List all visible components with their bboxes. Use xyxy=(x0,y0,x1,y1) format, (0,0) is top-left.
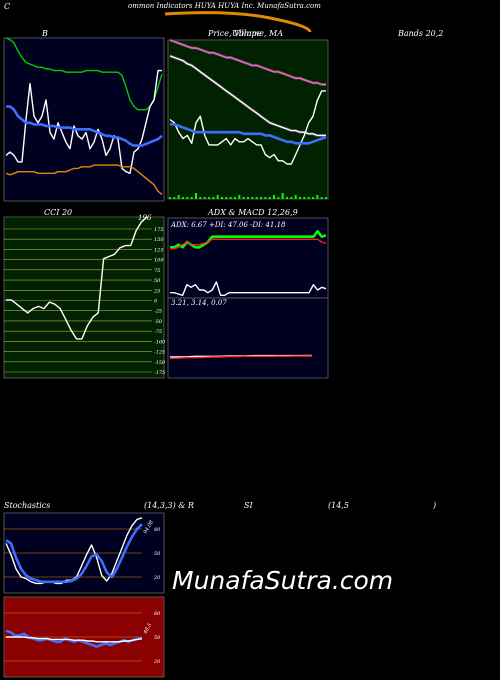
volume-bar xyxy=(216,195,219,199)
volume-bar xyxy=(242,197,245,199)
volume-bar xyxy=(173,197,176,199)
price-ma-ma_mid-line xyxy=(169,55,326,137)
rsi-rsi_smooth-line xyxy=(6,636,143,643)
rsi-tick-label: 20 xyxy=(153,659,161,665)
volume-bar xyxy=(186,197,189,199)
price-ma-overlap-label: Ullmpe xyxy=(232,29,262,38)
adx-plus_di-line xyxy=(170,230,327,249)
cci-panel xyxy=(3,216,165,379)
cci-tick-label: 100 xyxy=(154,258,164,264)
bollinger-panel xyxy=(3,37,165,202)
volume-bar xyxy=(277,197,280,199)
volume-bar xyxy=(182,197,184,199)
stoch-tick-label: 20 xyxy=(153,575,161,581)
volume-bar xyxy=(199,197,202,199)
price-ma-ma_long-line xyxy=(169,39,326,86)
cci-tick-label: 25 xyxy=(153,288,160,294)
volume-bar xyxy=(312,197,314,199)
adx-values-text: ADX: 6.67 +DI: 47.06 -DI: 41.18 xyxy=(170,221,286,229)
volume-bar xyxy=(190,197,193,199)
macd-signal-line xyxy=(169,355,313,360)
cci-value-label: 196 xyxy=(138,214,152,222)
volume-bar xyxy=(238,195,241,199)
header-orange-curve xyxy=(164,11,312,33)
bollinger-price-line xyxy=(5,69,162,175)
volume-bar xyxy=(290,197,293,199)
cci-tick-label: 0 xyxy=(154,299,158,305)
volume-bar xyxy=(268,197,271,199)
stoch-tick-label: 80 xyxy=(154,527,161,533)
volume-bar xyxy=(299,197,301,199)
volume-bar xyxy=(286,197,288,199)
price-ma-ma_short-line xyxy=(170,123,327,145)
adx-macd-label: ADX & MACD 12,26,9 xyxy=(208,208,298,217)
volume-bar xyxy=(260,197,262,199)
volume-bar xyxy=(303,197,306,199)
volume-bar xyxy=(177,195,180,199)
volume-bar xyxy=(320,197,323,199)
cci-tick-label: 150 xyxy=(154,237,164,243)
cci-tick-label: -25 xyxy=(154,309,162,315)
volume-bar xyxy=(325,197,327,199)
rsi-tick-label: 50 xyxy=(154,635,161,641)
rsi-params: (14,5 xyxy=(328,501,349,510)
cci-tick-label: 75 xyxy=(154,268,160,274)
macd-values-text: 3.21, 3.14, 0.07 xyxy=(171,299,227,307)
cci-tick-label: 175 xyxy=(154,227,164,233)
volume-bar xyxy=(251,197,254,199)
cci-tick-label: -100 xyxy=(154,339,166,345)
cci-tick-label: 125 xyxy=(154,247,164,253)
volume-bar xyxy=(195,193,197,199)
header-lead-letter: C xyxy=(4,2,11,11)
cci-tick-label: -125 xyxy=(154,350,165,356)
price-ma-price-line xyxy=(169,90,326,165)
bollinger-upper-line xyxy=(5,37,163,111)
volume-bar xyxy=(247,197,249,199)
cci-cci-line xyxy=(6,216,148,340)
stoch-label: Stochastics xyxy=(4,501,51,510)
cci-tick-label: -150 xyxy=(154,360,166,366)
rsi-label: SI xyxy=(244,501,253,510)
volume-bar xyxy=(208,197,210,199)
rsi-value-label: 48.5 xyxy=(142,622,153,636)
volume-bar xyxy=(273,195,275,199)
volume-bar xyxy=(169,197,171,199)
rsi-paren: ) xyxy=(433,501,437,510)
volume-bar xyxy=(212,197,215,199)
bollinger-lower-line xyxy=(5,164,163,196)
adx-minus_di-line xyxy=(170,238,327,250)
price-ma-label: Price, Volume, MA xyxy=(208,29,284,38)
volume-bar xyxy=(294,195,297,199)
volume-bar xyxy=(316,195,319,199)
adx-adx-line xyxy=(170,281,327,296)
stoch-tick-label: 50 xyxy=(154,551,161,557)
bollinger-label: B xyxy=(42,29,48,38)
volume-bar xyxy=(221,197,223,199)
rsi-tick-label: 80 xyxy=(154,611,161,617)
bollinger-label-2: Bands 20,2 xyxy=(398,29,444,38)
volume-bar xyxy=(307,197,310,199)
cci-tick-label: -50 xyxy=(154,319,163,325)
cci-tick-label: -175 xyxy=(154,370,165,376)
volume-bar xyxy=(225,197,228,199)
volume-bar xyxy=(255,197,258,199)
cci-label: CCI 20 xyxy=(44,208,73,217)
volume-bar xyxy=(264,197,267,199)
cci-tick-label: 50 xyxy=(154,278,161,284)
volume-bar xyxy=(234,197,236,199)
volume-bar xyxy=(203,197,206,199)
stoch-d-line xyxy=(5,523,143,584)
volume-bar xyxy=(281,193,284,199)
watermark: MunafaSutra.com xyxy=(172,566,394,595)
volume-bar xyxy=(229,197,232,199)
bollinger-middle-line xyxy=(6,105,163,147)
cci-tick-label: -75 xyxy=(154,329,162,335)
chart-title: ommon Indicators HUYA HUYA Inc. MunafaSu… xyxy=(128,2,321,10)
macd-panel xyxy=(167,297,329,379)
stoch-params: (14,3,3) & R xyxy=(144,501,194,510)
